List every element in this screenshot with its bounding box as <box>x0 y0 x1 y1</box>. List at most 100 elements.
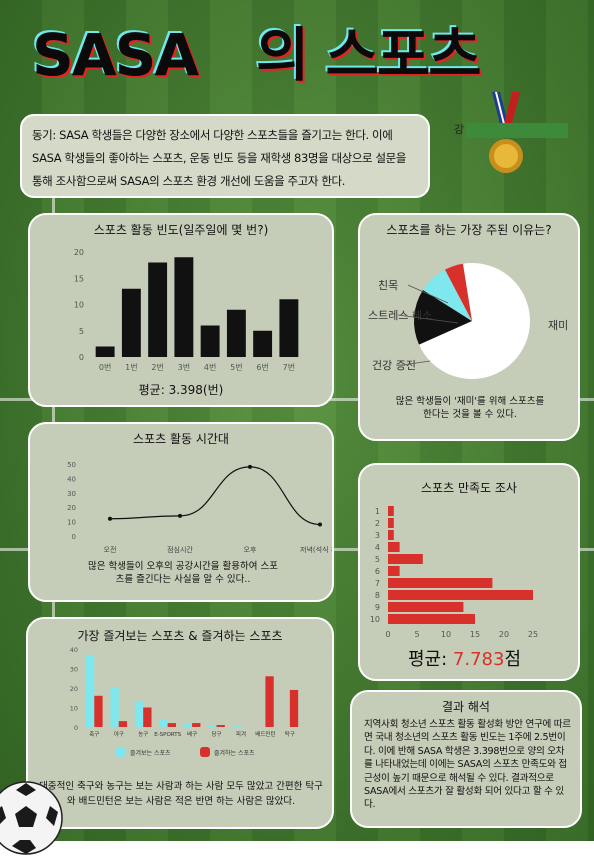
y-tick-label: 20 <box>70 685 78 693</box>
bar <box>388 530 394 540</box>
bar <box>183 723 193 727</box>
y-tick-label: 30 <box>67 490 76 498</box>
y-tick-label: 7 <box>375 579 380 588</box>
data-point <box>318 522 322 527</box>
x-tick-label: 7번 <box>283 363 295 372</box>
medal-label: 강 <box>454 123 465 136</box>
x-tick-label: 5번 <box>230 363 242 372</box>
x-tick-label: 2번 <box>151 363 163 372</box>
bar <box>86 654 95 727</box>
x-tick-label: 오후 <box>244 546 257 554</box>
y-tick-label: 10 <box>70 705 78 713</box>
svg-text:의 스포츠: 의 스포츠 <box>254 19 478 87</box>
bar <box>279 299 299 357</box>
bar <box>159 719 168 727</box>
timeofday-panel: 스포츠 활동 시간대 0 10 20 30 40 50 오전 점심시간 오후 저녁(석식 후) 많… <box>28 422 334 602</box>
x-tick-label: 25 <box>528 630 538 639</box>
x-tick-label: 0번 <box>99 363 111 372</box>
frequency-panel: 스포츠 활동 빈도(일주일에 몇 번?) 0 5 10 15 20 0번 1번 2번 3번 4번 5… <box>28 213 334 407</box>
series-line <box>109 466 321 526</box>
y-tick-label: 40 <box>70 646 78 654</box>
legend-swatch <box>200 747 210 757</box>
result-panel: 결과 해석 지역사회 청소년 스포츠 활동 활성화 방안 연구에 따르면 국내 … <box>350 690 582 828</box>
bar <box>388 590 533 600</box>
bar <box>121 288 141 357</box>
svg-text:SASA: SASA <box>30 19 197 87</box>
y-tick-label: 20 <box>67 504 76 512</box>
legend-swatch <box>116 747 126 757</box>
bar <box>388 602 464 612</box>
pie-label: 재미 <box>548 319 568 332</box>
bar <box>289 689 299 727</box>
frequency-chart: 0 5 10 15 20 0번 1번 2번 3번 4번 5번 6번 7번 <box>74 248 299 372</box>
leader-line <box>407 284 449 304</box>
x-tick-label: 20 <box>499 630 509 639</box>
bar <box>208 725 217 727</box>
pie-slice <box>414 290 472 345</box>
x-tick-label: 4번 <box>204 363 216 372</box>
bar <box>95 346 115 357</box>
soccer-ball-icon <box>0 781 63 855</box>
legend-label: 즐겨하는 스포츠 <box>214 749 255 757</box>
satisfaction-bar-chart: 1 2 3 4 5 6 7 8 9 10 0 5 10 15 20 25 <box>370 506 538 639</box>
reasons-note: 많은 학생들이 '재미'를 위해 스포츠를 한다는 것을 볼 수 있다. <box>395 396 545 420</box>
data-point <box>248 464 252 469</box>
x-tick-label: 15 <box>470 630 480 639</box>
bar <box>118 721 128 727</box>
bar <box>388 614 475 624</box>
bar <box>94 695 103 727</box>
redacted-name-bar <box>466 123 568 138</box>
intro-text: 동기: SASA 학생들은 다양한 장소에서 다양한 스포츠들을 즐기고는 한다… <box>20 114 430 198</box>
svg-text:의 스포츠: 의 스포츠 <box>256 21 480 89</box>
y-tick-label: 30 <box>70 666 78 674</box>
y-tick-label: 50 <box>67 461 76 469</box>
bar <box>148 262 168 357</box>
x-tick-label: E-SPORTS <box>154 732 181 738</box>
x-tick-label: 농구 <box>138 731 148 738</box>
chart-title: 스포츠를 하는 가장 주된 이유는? <box>386 223 552 237</box>
x-tick-label: 10 <box>441 630 451 639</box>
y-tick-label: 10 <box>370 615 380 624</box>
y-tick-label: 5 <box>375 555 380 564</box>
bar <box>216 725 225 727</box>
y-tick-label: 3 <box>375 531 380 540</box>
y-tick-label: 1 <box>375 507 380 516</box>
frequency-average: 평균: 3.398(번) <box>138 383 224 397</box>
bar <box>265 676 274 727</box>
pie-label: 건강 증진 <box>372 359 416 372</box>
y-tick-label: 10 <box>74 301 84 310</box>
x-tick-label: 점심시간 <box>167 545 193 554</box>
x-tick-label: 저녁(석식 후) <box>300 545 332 554</box>
satisfaction-panel: 스포츠 만족도 조사 1 2 3 4 5 6 7 8 9 10 0 5 10 15 20 25 평균: 7.7… <box>358 463 580 681</box>
bar <box>143 707 152 727</box>
bar <box>388 578 493 588</box>
watch-play-panel: 가장 즐겨보는 스포츠 & 즐겨하는 스포츠 0 10 20 30 40 축구 야구 농구 E-… <box>26 617 334 829</box>
leader-line <box>397 314 459 324</box>
bar <box>253 330 273 357</box>
x-tick-label: 배구 <box>187 730 197 738</box>
x-tick-label: 배드민턴 <box>255 730 275 738</box>
chart-title: 가장 즐겨보는 스포츠 & 즐겨하는 스포츠 <box>77 629 283 643</box>
legend-label: 즐겨보는 스포츠 <box>130 749 171 757</box>
reasons-panel: 스포츠를 하는 가장 주된 이유는? 재미 건강 증진 스트레스 해소 친목 많은 학… <box>358 213 580 441</box>
bar <box>232 725 241 727</box>
data-point <box>178 513 182 518</box>
y-tick-label: 20 <box>74 248 84 257</box>
timeofday-line-chart: 0 10 20 30 40 50 오전 점심시간 오후 저녁(석식 후) <box>67 461 332 554</box>
satisfaction-average-label: 평균: <box>408 649 453 670</box>
medal-icon <box>489 92 523 173</box>
y-tick-label: 10 <box>67 519 76 527</box>
x-tick-label: 피겨 <box>236 730 246 738</box>
satisfaction-average: 평균: 7.783점 <box>408 645 521 671</box>
bar <box>200 325 220 357</box>
bar <box>388 518 394 528</box>
bar <box>192 723 201 727</box>
x-tick-label: 탁구 <box>285 731 295 738</box>
y-tick-label: 2 <box>375 519 380 528</box>
y-tick-label: 15 <box>74 274 84 283</box>
y-tick-label: 5 <box>79 327 84 336</box>
result-title: 결과 해석 <box>442 700 490 714</box>
bar <box>388 542 400 552</box>
watch-play-note: 대중적인 축구와 농구는 보는 사람과 하는 사람 모두 많았고 간편한 탁구와… <box>39 781 323 807</box>
x-tick-label: 오전 <box>104 545 117 554</box>
